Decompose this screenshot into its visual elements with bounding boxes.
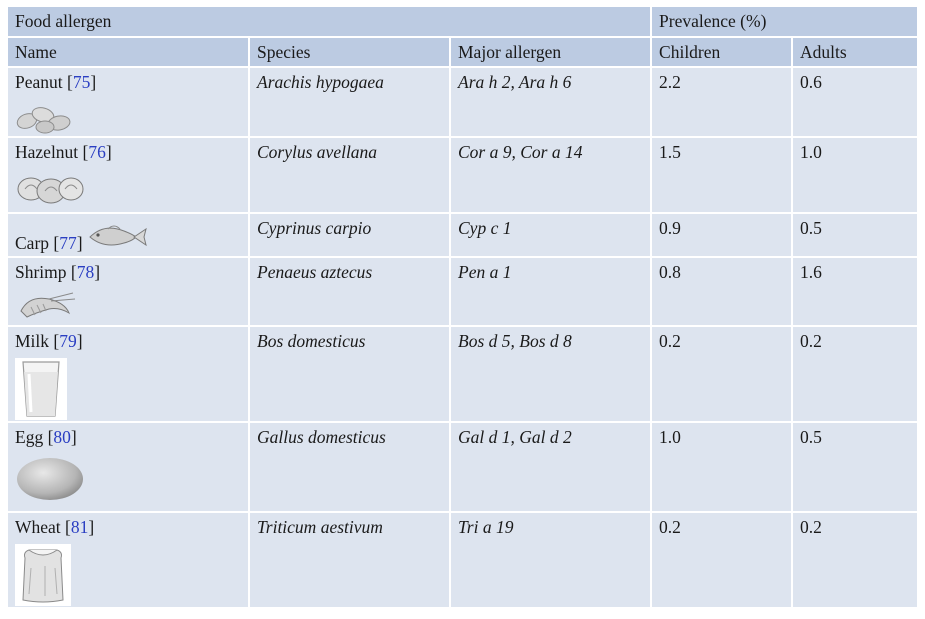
food-name-cell: Egg [80]: [8, 422, 250, 513]
allergen-cell: Cor a 9, Cor a 14: [450, 137, 653, 214]
header-prevalence: Prevalence (%): [651, 7, 918, 38]
shrimp-icon: [20, 292, 76, 318]
food-name: Carp: [15, 233, 50, 253]
reference-link[interactable]: 80: [53, 427, 71, 447]
column-header-children: Children: [651, 37, 794, 68]
species-cell: Triticum aestivum: [249, 512, 451, 609]
peanut-icon: [16, 107, 71, 134]
food-name: Shrimp: [15, 262, 67, 282]
species-cell: Cyprinus carpio: [249, 213, 451, 258]
species-cell: Corylus avellana: [249, 137, 451, 214]
food-name: Wheat: [15, 517, 61, 537]
egg-icon: [17, 458, 83, 500]
allergen-cell: Tri a 19: [450, 512, 653, 609]
allergen-cell: Bos d 5, Bos d 8: [450, 326, 653, 423]
food-name-cell: Wheat [81]: [8, 512, 250, 609]
food-name: Peanut: [15, 72, 63, 92]
children-prevalence-cell: 1.0: [651, 422, 794, 513]
reference-link[interactable]: 81: [70, 517, 89, 537]
adults-prevalence-cell: 0.2: [792, 512, 918, 609]
species-cell: Arachis hypogaea: [249, 67, 451, 138]
column-header-major-allergen: Major allergen: [450, 37, 653, 68]
children-prevalence-cell: 0.2: [651, 512, 794, 609]
allergen-cell: Pen a 1: [450, 257, 653, 327]
children-prevalence-cell: 0.9: [651, 213, 794, 258]
fish-icon: [88, 225, 147, 247]
children-prevalence-cell: 1.5: [651, 137, 794, 214]
adults-prevalence-cell: 0.5: [792, 213, 918, 258]
column-header-adults: Adults: [792, 37, 918, 68]
species-cell: Bos domesticus: [249, 326, 451, 423]
allergen-cell: Ara h 2, Ara h 6: [450, 67, 653, 138]
table-row: Carp [77] Cyprinus carpio Cyp c 1 0.9 0.…: [8, 213, 918, 258]
children-prevalence-cell: 0.2: [651, 326, 794, 423]
adults-prevalence-cell: 0.2: [792, 326, 918, 423]
children-prevalence-cell: 2.2: [651, 67, 794, 138]
adults-prevalence-cell: 1.6: [792, 257, 918, 327]
table-row: Wheat [81] Triticum aestivum Tri a 19 0.…: [8, 512, 918, 609]
header-food-allergen: Food allergen: [8, 7, 653, 38]
food-name-cell: Hazelnut [76]: [8, 137, 250, 214]
milk-glass-icon: [15, 358, 67, 420]
species-cell: Penaeus aztecus: [249, 257, 451, 327]
column-header-name: Name: [8, 37, 250, 68]
adults-prevalence-cell: 0.6: [792, 67, 918, 138]
reference-link[interactable]: 75: [72, 72, 91, 92]
allergen-cell: Gal d 1, Gal d 2: [450, 422, 653, 513]
species-cell: Gallus domesticus: [249, 422, 451, 513]
food-name: Egg: [15, 427, 44, 447]
table-row: Hazelnut [76] Corylus avellana Cor a 9, …: [8, 137, 918, 214]
hazelnut-icon: [17, 177, 84, 204]
food-name-cell: Milk [79]: [8, 326, 250, 423]
flour-sack-icon: [15, 544, 71, 606]
adults-prevalence-cell: 0.5: [792, 422, 918, 513]
allergen-cell: Cyp c 1: [450, 213, 653, 258]
food-name: Hazelnut: [15, 142, 79, 162]
food-name-cell: Shrimp [78]: [8, 257, 250, 327]
reference-link[interactable]: 78: [76, 262, 95, 282]
food-name: Milk: [15, 331, 50, 351]
column-header-species: Species: [249, 37, 451, 68]
reference-link[interactable]: 77: [59, 233, 77, 253]
food-allergen-table: Food allergen Prevalence (%) Name Specie…: [8, 7, 918, 609]
food-name-cell: Carp [77]: [8, 213, 250, 258]
table-row: Milk [79] Bos domesticus Bos d 5, Bos d …: [8, 326, 918, 423]
table-row: Egg [80] Gallus domesticus Gal d 1, Gal …: [8, 422, 918, 513]
children-prevalence-cell: 0.8: [651, 257, 794, 327]
table-row: Shrimp [78] Penaeus aztecus Pen a 1 0.8 …: [8, 257, 918, 327]
adults-prevalence-cell: 1.0: [792, 137, 918, 214]
reference-link[interactable]: 79: [59, 331, 77, 351]
food-name-cell: Peanut [75]: [8, 67, 250, 138]
reference-link[interactable]: 76: [88, 142, 106, 162]
table-row: Peanut [75] Arachis hypogaea Ara h 2, Ar…: [8, 67, 918, 138]
